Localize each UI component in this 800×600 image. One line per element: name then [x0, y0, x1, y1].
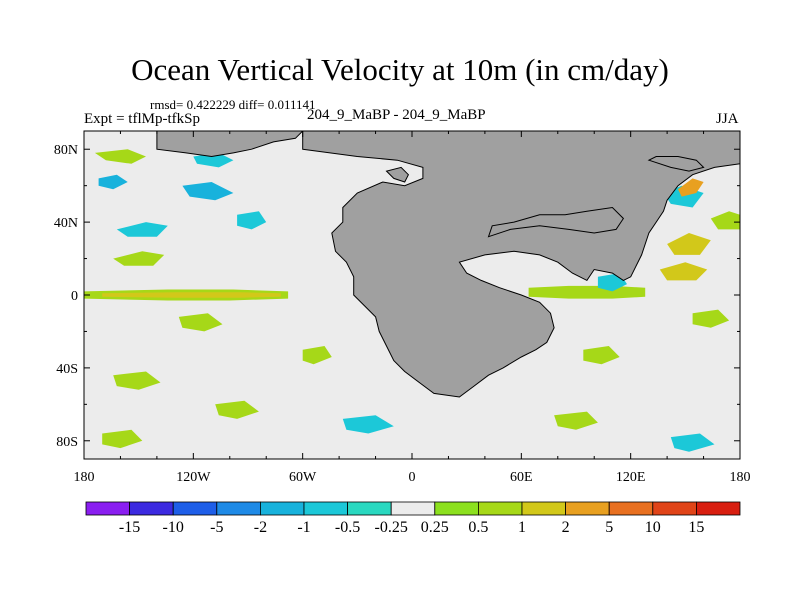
axes-layer: 180 120W 60W 0 60E 120E 180 80N 40N 0 40S 80S: [54, 130, 751, 485]
colorbar-box-11: [565, 501, 610, 516]
colorbar-label-13: 15: [688, 519, 704, 536]
stats-text: rmsd= 0.422229 diff= 0.011141: [150, 97, 316, 112]
colorbar-box-8: [434, 501, 479, 516]
colorbar-label-6: -0.25: [375, 519, 408, 536]
colorbar-box-10: [521, 501, 566, 516]
velocity-patch-22: [554, 411, 598, 430]
colorbar-box-2: [172, 501, 218, 516]
velocity-patch-11: [113, 371, 161, 390]
velocity-patch-13: [302, 346, 332, 365]
map-layer: [84, 131, 740, 459]
velocity-patch-10: [178, 313, 223, 332]
velocity-patch-17: [667, 233, 711, 255]
land-mass-0: [302, 131, 740, 398]
experiment-name: 204_9_MaBP - 204_9_MaBP: [307, 107, 486, 123]
colorbar-box-3: [216, 501, 261, 516]
land-mass-3: [647, 156, 705, 172]
colorbar-label-8: 0.5: [468, 519, 488, 536]
y-tick-label-3: 40S: [56, 362, 78, 377]
velocity-patch-5: [116, 222, 168, 237]
season-label: JJA: [716, 111, 739, 127]
colorbar-label-11: 5: [605, 519, 613, 536]
velocity-patch-12: [215, 400, 259, 419]
colorbar-label-3: -2: [254, 519, 267, 536]
colorbar-box-7: [390, 501, 436, 516]
velocity-patch-8: [193, 152, 234, 168]
colorbar-box-1: [129, 501, 174, 516]
velocity-patch-4: [98, 174, 128, 190]
x-tick-label-1: 120W: [176, 470, 211, 485]
velocity-patch-1: [102, 292, 281, 298]
colorbar-label-2: -5: [210, 519, 223, 536]
colorbar-box-0: [85, 501, 130, 516]
velocity-patch-20: [692, 309, 730, 328]
colorbar-box-13: [652, 501, 697, 516]
velocity-patch-2: [528, 285, 646, 299]
land-mass-2: [487, 206, 625, 238]
x-tick-label-3: 0: [409, 470, 416, 485]
colorbar-box-12: [608, 501, 654, 516]
colorbar: -15 -10 -5 -2 -1 -0.5 -0.25 0.25 0.5 1 2 5 10 15: [85, 501, 741, 536]
x-tick-label-0: 180: [74, 470, 95, 485]
velocity-patch-9: [113, 251, 165, 266]
land-mass-1: [156, 131, 304, 158]
colorbar-box-9: [477, 501, 523, 516]
y-tick-label-0: 80N: [54, 143, 78, 158]
colorbar-label-10: 2: [562, 519, 570, 536]
colorbar-label-5: -0.5: [335, 519, 360, 536]
land-mass-4: [385, 166, 410, 183]
x-tick-label-4: 60E: [510, 470, 533, 485]
velocity-patch-14: [102, 429, 143, 449]
velocity-patch-24: [678, 178, 704, 197]
expt-label: Expt = tflMp-tfkSp: [84, 111, 200, 127]
velocity-patch-18: [659, 262, 708, 281]
colorbar-label-7: 0.25: [421, 519, 449, 536]
x-tick-label-2: 60W: [289, 470, 317, 485]
chart-title: Ocean Vertical Velocity at 10m (in cm/da…: [131, 52, 669, 87]
velocity-patch-3: [94, 149, 146, 164]
colorbar-box-5: [303, 501, 348, 516]
velocity-patch-21: [583, 346, 620, 365]
colorbar-box-4: [259, 501, 305, 516]
y-tick-label-1: 40N: [54, 216, 78, 231]
colorbar-label-1: -10: [163, 519, 184, 536]
colorbar-label-12: 10: [645, 519, 661, 536]
velocity-patch-6: [182, 182, 234, 201]
colorbar-box-6: [347, 501, 392, 516]
colorbar-label-4: -1: [297, 519, 310, 536]
colorbar-label-0: -15: [119, 519, 140, 536]
velocity-patch-15: [342, 415, 394, 434]
y-tick-label-4: 80S: [56, 435, 78, 450]
x-tick-label-6: 180: [730, 470, 751, 485]
y-tick-label-2: 0: [71, 289, 78, 304]
velocity-patch-26: [710, 211, 740, 230]
colorbar-box-14: [696, 501, 741, 516]
velocity-patch-7: [237, 211, 267, 230]
colorbar-label-9: 1: [518, 519, 526, 536]
velocity-patch-23: [670, 433, 715, 452]
x-tick-label-5: 120E: [616, 470, 646, 485]
